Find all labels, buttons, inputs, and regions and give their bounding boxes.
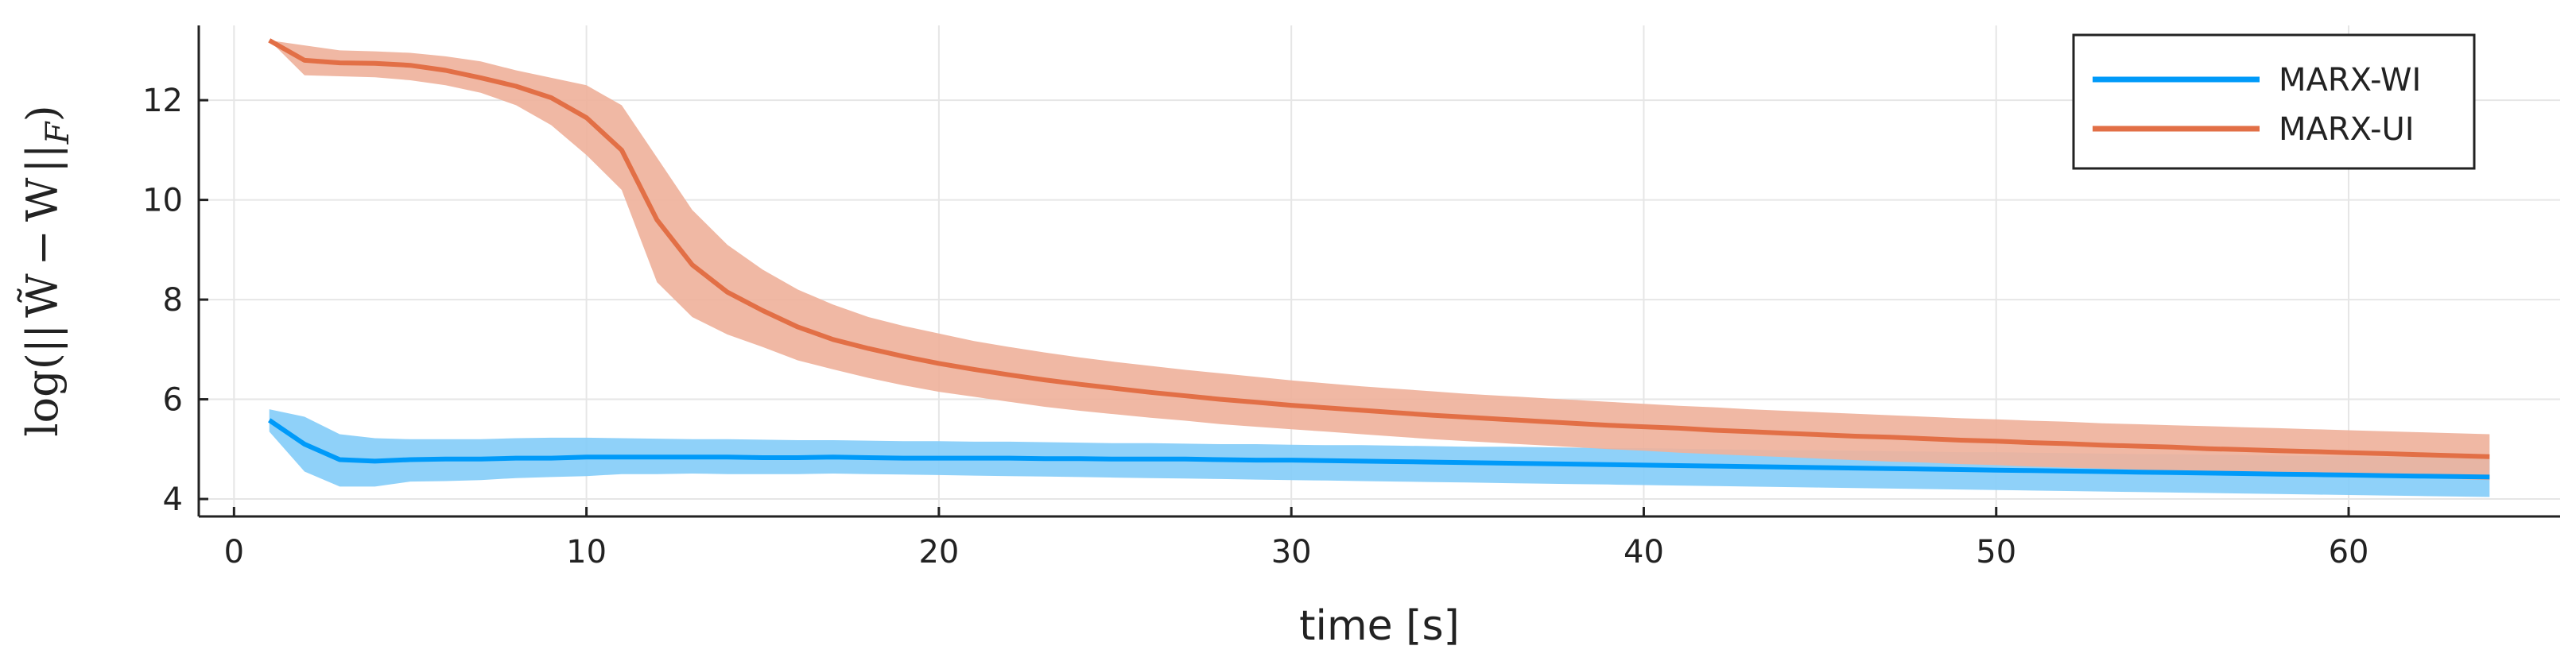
- legend-label-marx-wi: MARX-WI: [2279, 62, 2421, 99]
- x-tick-label: 50: [1976, 534, 2016, 570]
- confidence-bands: [269, 40, 2490, 497]
- legend-box: [2072, 33, 2476, 170]
- y-tick-label: 12: [142, 83, 183, 119]
- line-marx-ui: [268, 38, 2490, 459]
- line-marx-wi: [268, 418, 2490, 480]
- y-axis-title: log(||W̃−W||F): [17, 105, 76, 436]
- band-marx-ui: [269, 40, 2490, 481]
- x-tick-label: 30: [1271, 534, 1312, 570]
- x-axis-title: time [s]: [1299, 602, 1460, 650]
- x-tick-label: 10: [566, 534, 607, 570]
- axis-ticks: 0 10 20 30 40 50 60 4 6 8 10 12: [142, 83, 2368, 570]
- x-tick-label: 40: [1624, 534, 1664, 570]
- y-tick-label: 4: [163, 481, 183, 518]
- legend: MARX-WI MARX-UI: [2072, 33, 2476, 170]
- axes: [197, 25, 2560, 518]
- series-lines: [268, 38, 2490, 480]
- y-tick-label: 10: [142, 183, 183, 219]
- y-tick-label: 8: [163, 282, 183, 319]
- legend-label-marx-ui: MARX-UI: [2279, 111, 2415, 148]
- svg-text:log(||W̃−W||F): log(||W̃−W||F): [17, 105, 76, 436]
- y-tick-label: 6: [163, 382, 183, 419]
- x-tick-label: 20: [918, 534, 959, 570]
- x-tick-label: 0: [224, 534, 244, 570]
- x-tick-label: 60: [2329, 534, 2369, 570]
- band-marx-wi: [269, 409, 2490, 497]
